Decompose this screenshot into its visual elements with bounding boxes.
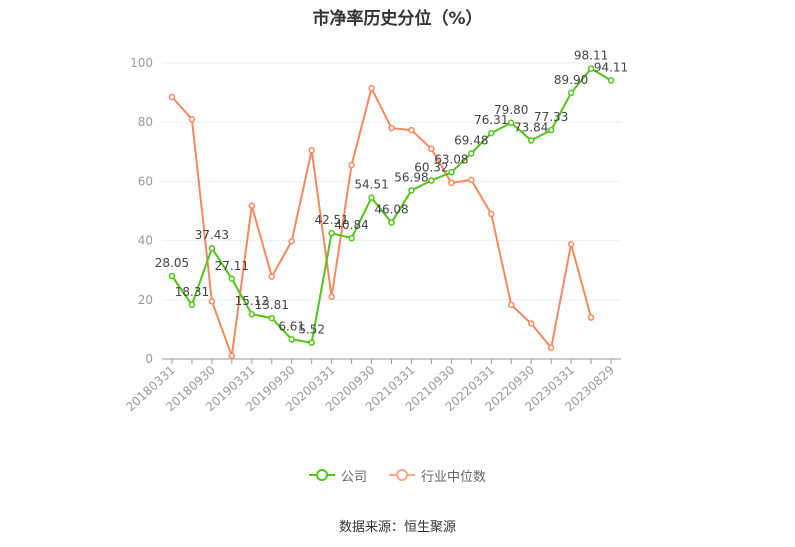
legend-marker-company	[308, 469, 335, 481]
data-label: 6.61	[278, 319, 305, 333]
data-point	[328, 293, 335, 301]
data-point	[547, 126, 555, 134]
data-label: 63.08	[434, 152, 468, 166]
data-point	[168, 272, 176, 280]
data-point	[468, 176, 475, 184]
data-point	[527, 137, 535, 144]
data-label: 13.81	[255, 298, 289, 312]
data-point	[507, 301, 515, 309]
data-label: 76.31	[474, 113, 508, 127]
data-label: 15.12	[235, 294, 269, 308]
data-point	[428, 145, 435, 153]
data-point	[607, 77, 615, 84]
data-point	[448, 169, 455, 176]
data-point	[288, 237, 295, 245]
y-tick-label: 60	[138, 174, 153, 188]
y-tick-label: 100	[130, 56, 153, 70]
data-point	[248, 310, 256, 318]
data-label: 18.31	[175, 285, 209, 299]
data-point	[188, 301, 196, 309]
legend-label-industry-median: 行业中位数	[421, 469, 487, 485]
data-label: 79.80	[494, 103, 528, 117]
data-point	[308, 147, 315, 154]
data-point	[488, 129, 495, 137]
data-point	[268, 314, 276, 322]
source-note: 数据来源：恒生聚源	[338, 520, 456, 535]
y-tick-label: 80	[138, 115, 153, 129]
data-point	[368, 84, 375, 92]
data-label: 40.84	[334, 218, 368, 232]
data-point	[388, 124, 395, 132]
data-point	[348, 161, 355, 169]
data-point	[587, 65, 595, 72]
data-point	[408, 126, 415, 134]
data-label: 28.05	[155, 256, 189, 270]
data-label: 94.11	[594, 60, 628, 74]
data-label: 46.08	[374, 203, 408, 217]
y-tick-label: 20	[138, 293, 153, 307]
series-layer	[168, 65, 615, 360]
data-point	[507, 119, 515, 127]
data-label: 98.11	[574, 49, 608, 63]
grid-layer	[162, 62, 621, 301]
data-label: 37.43	[195, 228, 229, 242]
data-point	[208, 244, 216, 252]
legend: 公司 行业中位数	[0, 465, 795, 485]
data-point	[228, 275, 236, 283]
data-point	[368, 194, 375, 201]
y-tick-label: 40	[138, 234, 153, 248]
line-chart: 0204060801002018033120180930201903312019…	[123, 49, 628, 415]
legend-marker-industry-median	[389, 469, 415, 481]
data-label: 54.51	[354, 178, 388, 192]
data-point	[248, 202, 256, 209]
legend-item-company[interactable]: 公司	[308, 466, 367, 485]
data-point	[527, 320, 535, 327]
data-point	[587, 314, 595, 321]
data-label: 69.48	[454, 133, 488, 147]
data-point	[567, 89, 575, 97]
data-label: 27.11	[215, 259, 249, 273]
series-line-1	[171, 85, 593, 357]
data-point	[428, 177, 435, 184]
data-point	[547, 344, 555, 352]
legend-item-industry-median[interactable]: 行业中位数	[389, 466, 486, 485]
data-label: 77.33	[534, 110, 568, 124]
data-point	[268, 273, 276, 280]
y-tick-label: 0	[145, 352, 153, 366]
data-point	[328, 229, 335, 237]
data-label: 42.51	[314, 213, 348, 227]
data-label: 5.52	[298, 323, 325, 337]
chart-title: 市净率历史分位（%）	[312, 9, 483, 29]
data-point	[168, 93, 176, 101]
data-point	[188, 115, 196, 123]
data-point	[468, 150, 475, 157]
data-point	[567, 240, 575, 248]
data-point	[448, 179, 455, 187]
data-label: 56.98	[394, 170, 428, 184]
data-point	[288, 336, 295, 343]
data-label: 89.90	[554, 73, 588, 87]
data-point	[208, 298, 216, 305]
data-label: 60.32	[414, 160, 448, 174]
data-point	[308, 339, 315, 346]
data-point	[408, 187, 415, 194]
data-point	[348, 234, 355, 242]
data-point	[488, 210, 495, 218]
legend-label-company: 公司	[340, 469, 367, 485]
data-point	[388, 219, 395, 226]
data-point	[228, 352, 236, 360]
data-label: 73.84	[514, 120, 548, 134]
